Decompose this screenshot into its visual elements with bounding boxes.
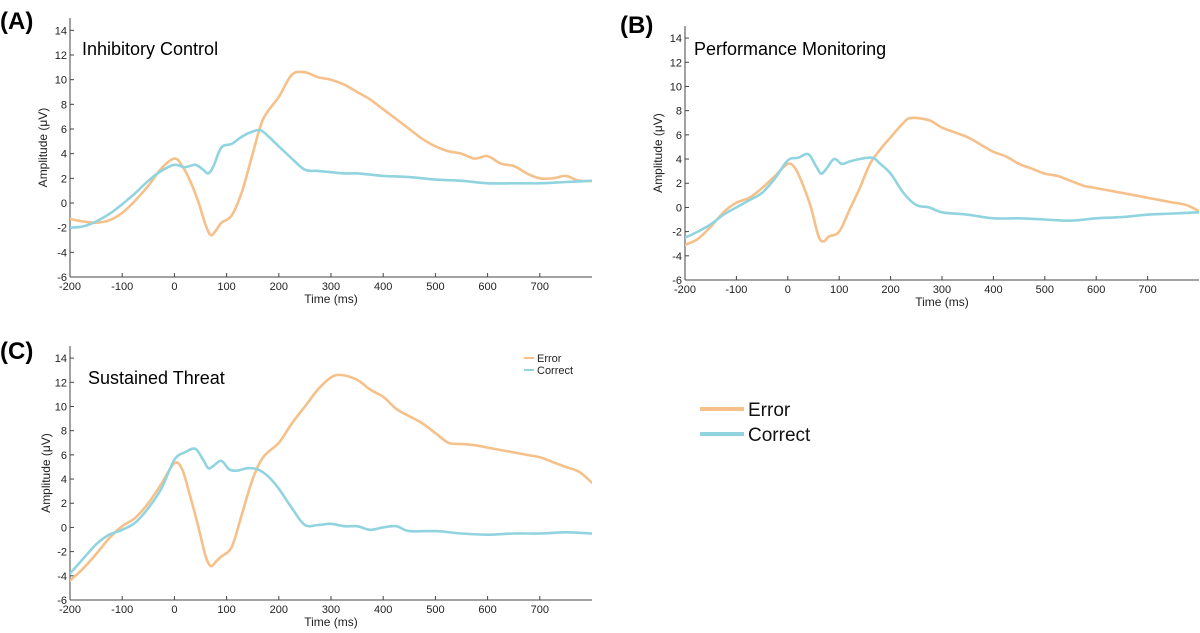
x-tick-label: 300 (322, 281, 340, 293)
panel-legend-label: Correct (537, 365, 573, 377)
y-tick-label: 8 (676, 106, 682, 118)
y-tick-label: 12 (55, 50, 67, 62)
x-tick-label: 300 (322, 604, 340, 616)
y-tick-label: 6 (61, 450, 67, 462)
y-tick-label: 10 (55, 401, 67, 413)
x-tick-label: 200 (270, 281, 288, 293)
x-axis-label: Time (ms) (304, 615, 358, 629)
x-tick-label: 600 (478, 604, 496, 616)
x-tick-label: 700 (531, 281, 549, 293)
y-tick-label: -4 (672, 251, 682, 263)
panel-letter: (C) (0, 338, 33, 365)
x-tick-label: 100 (217, 281, 235, 293)
y-tick-label: 4 (676, 154, 682, 166)
y-tick-label: 6 (676, 130, 682, 142)
figure-legend: Error Correct (700, 400, 811, 446)
y-tick-label: -2 (57, 547, 67, 559)
y-tick-label: -4 (57, 571, 67, 583)
y-tick-label: 14 (670, 33, 682, 45)
x-tick-label: 100 (830, 284, 848, 296)
x-tick-label: 0 (171, 604, 177, 616)
x-tick-label: 0 (171, 281, 177, 293)
x-tick-label: 600 (1087, 284, 1105, 296)
y-tick-label: -2 (672, 227, 682, 239)
chart-panel: (A) Inhibitory Control -6 -4 -2 0 2 4 6 8 10 12 14 -2… (0, 8, 592, 306)
y-tick-label: -2 (57, 223, 67, 235)
x-tick-label: 500 (1036, 284, 1054, 296)
y-tick-label: 0 (61, 198, 67, 210)
y-axis-label: Amplitude (μV) (651, 113, 665, 193)
y-tick-label: 4 (61, 474, 67, 486)
panel-letter: (B) (620, 12, 653, 39)
y-tick-label: 12 (55, 377, 67, 389)
y-tick-label: 10 (55, 75, 67, 87)
series-line-correct (685, 152, 1199, 239)
legend-label-error: Error (748, 400, 791, 421)
x-tick-label: 500 (426, 604, 444, 616)
y-tick-label: 0 (676, 202, 682, 214)
y-tick-label: 14 (55, 25, 67, 37)
x-axis-label: Time (ms) (304, 292, 358, 306)
y-tick-label: 2 (61, 498, 67, 510)
y-tick-label: -6 (57, 595, 67, 607)
y-tick-label: 14 (55, 353, 67, 365)
series-line-error (70, 373, 592, 582)
x-tick-label: 200 (270, 604, 288, 616)
y-tick-label: 0 (61, 522, 67, 534)
chart-panel: (C) Sustained Threat -6 -4 -2 0 2 4 6 8 10 12 14 -200… (0, 338, 592, 629)
y-tick-label: 2 (61, 173, 67, 185)
x-tick-label: 600 (478, 281, 496, 293)
panel-letter: (A) (0, 8, 33, 35)
x-tick-label: 400 (984, 284, 1002, 296)
panel-title: Performance Monitoring (694, 39, 886, 59)
x-tick-label: 200 (881, 284, 899, 296)
y-axis-label: Amplitude (μV) (36, 108, 50, 188)
x-tick-label: -200 (674, 284, 696, 296)
x-tick-label: -100 (725, 284, 747, 296)
y-tick-label: 2 (676, 178, 682, 190)
series-line-error (70, 70, 592, 237)
chart-panel: (B) Performance Monitoring -6 -4 -2 0 2 4 6 8 10 12… (620, 12, 1199, 309)
y-tick-label: 8 (61, 99, 67, 111)
y-tick-label: 10 (670, 81, 682, 93)
x-tick-label: -200 (59, 281, 81, 293)
x-tick-label: 400 (374, 604, 392, 616)
y-tick-label: 4 (61, 149, 67, 161)
y-tick-label: 12 (670, 57, 682, 69)
x-tick-label: -100 (111, 604, 133, 616)
x-tick-label: 500 (426, 281, 444, 293)
panel-title: Inhibitory Control (82, 39, 218, 59)
series-line-correct (70, 128, 592, 229)
x-tick-label: -200 (59, 604, 81, 616)
y-axis-label: Amplitude (μV) (39, 433, 53, 513)
x-axis-label: Time (ms) (915, 295, 969, 309)
y-tick-label: -4 (57, 247, 67, 259)
y-tick-label: -6 (672, 275, 682, 287)
legend-label-correct: Correct (748, 425, 811, 446)
panel-legend-label: Error (537, 353, 562, 365)
series-line-correct (70, 447, 592, 575)
x-tick-label: 300 (933, 284, 951, 296)
x-tick-label: 0 (785, 284, 791, 296)
y-tick-label: 6 (61, 124, 67, 136)
x-tick-label: -100 (111, 281, 133, 293)
panel-title: Sustained Threat (88, 368, 225, 388)
series-line-error (685, 116, 1199, 247)
y-tick-label: 8 (61, 426, 67, 438)
x-tick-label: 400 (374, 281, 392, 293)
x-tick-label: 700 (531, 604, 549, 616)
x-tick-label: 700 (1138, 284, 1156, 296)
y-tick-label: -6 (57, 272, 67, 284)
x-tick-label: 100 (217, 604, 235, 616)
